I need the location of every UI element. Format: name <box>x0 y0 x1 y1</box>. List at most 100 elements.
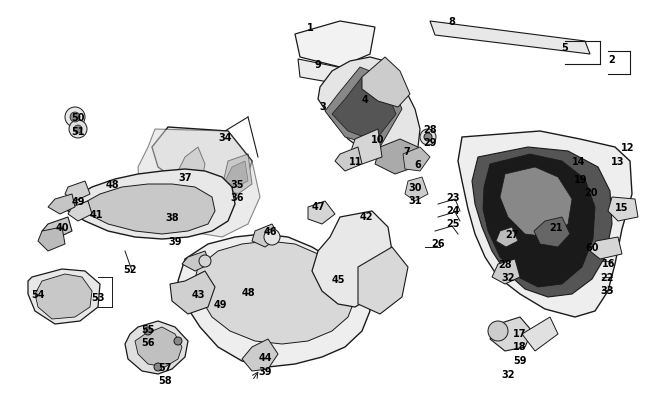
Text: 8: 8 <box>448 17 456 27</box>
Polygon shape <box>403 148 430 172</box>
Circle shape <box>154 363 162 371</box>
Circle shape <box>264 230 280 245</box>
Text: 1: 1 <box>307 23 313 33</box>
Text: 18: 18 <box>514 341 526 351</box>
Text: 26: 26 <box>431 239 445 248</box>
Polygon shape <box>325 68 402 148</box>
Polygon shape <box>168 207 195 230</box>
Circle shape <box>174 337 182 345</box>
Circle shape <box>65 108 85 128</box>
Polygon shape <box>42 217 72 239</box>
Circle shape <box>199 256 211 267</box>
Polygon shape <box>295 22 375 68</box>
Text: 35: 35 <box>230 179 244 190</box>
Text: 51: 51 <box>72 127 84 136</box>
Circle shape <box>488 321 508 341</box>
Text: 47: 47 <box>311 202 325 211</box>
Polygon shape <box>522 317 558 351</box>
Polygon shape <box>496 228 518 247</box>
Polygon shape <box>82 185 215 234</box>
Polygon shape <box>332 78 396 142</box>
Text: 19: 19 <box>574 175 588 185</box>
Polygon shape <box>483 155 595 287</box>
Text: 23: 23 <box>447 192 460 202</box>
Polygon shape <box>590 237 622 259</box>
Text: 12: 12 <box>621 143 635 153</box>
Polygon shape <box>195 241 355 344</box>
Text: 33: 33 <box>600 285 614 295</box>
Text: 53: 53 <box>91 292 105 302</box>
Polygon shape <box>170 271 215 314</box>
Polygon shape <box>138 130 260 237</box>
Text: 49: 49 <box>72 196 84 207</box>
Polygon shape <box>375 140 418 175</box>
Text: 21: 21 <box>549 222 563 232</box>
Polygon shape <box>152 128 252 192</box>
Polygon shape <box>358 247 408 314</box>
Text: 31: 31 <box>408 196 422 205</box>
Polygon shape <box>350 130 382 164</box>
Text: 37: 37 <box>178 173 192 183</box>
Text: 58: 58 <box>158 375 172 385</box>
Text: 39: 39 <box>258 366 272 376</box>
Text: 50: 50 <box>72 113 84 123</box>
Text: 39: 39 <box>168 237 182 246</box>
Polygon shape <box>175 148 205 192</box>
Polygon shape <box>68 170 235 239</box>
Text: 52: 52 <box>124 264 136 274</box>
Polygon shape <box>298 60 340 85</box>
Text: 43: 43 <box>191 289 205 299</box>
Polygon shape <box>65 181 90 202</box>
Text: 15: 15 <box>616 202 629 213</box>
Polygon shape <box>362 58 410 108</box>
Circle shape <box>74 126 82 134</box>
Text: 38: 38 <box>165 213 179 222</box>
Polygon shape <box>28 269 100 324</box>
Polygon shape <box>458 132 632 317</box>
Text: 16: 16 <box>603 258 616 269</box>
Polygon shape <box>68 202 92 222</box>
Text: 34: 34 <box>218 133 232 143</box>
Polygon shape <box>125 321 188 374</box>
Polygon shape <box>534 217 570 247</box>
Text: 44: 44 <box>258 352 272 362</box>
Text: 41: 41 <box>89 209 103 220</box>
Text: 10: 10 <box>371 135 385 145</box>
Text: 30: 30 <box>408 183 422 192</box>
Polygon shape <box>252 224 280 247</box>
Circle shape <box>424 134 432 142</box>
Text: 48: 48 <box>241 287 255 297</box>
Text: 3: 3 <box>320 102 326 112</box>
Polygon shape <box>135 327 182 367</box>
Text: 20: 20 <box>584 188 598 198</box>
Polygon shape <box>335 148 362 172</box>
Text: 22: 22 <box>600 272 614 282</box>
Polygon shape <box>318 58 420 162</box>
Circle shape <box>70 113 80 123</box>
Polygon shape <box>225 162 248 188</box>
Text: 24: 24 <box>447 205 460 215</box>
Text: 40: 40 <box>55 222 69 232</box>
Polygon shape <box>492 259 520 284</box>
Text: 54: 54 <box>31 289 45 299</box>
Circle shape <box>144 327 152 335</box>
Polygon shape <box>242 339 278 371</box>
Text: 28: 28 <box>498 259 512 269</box>
Polygon shape <box>182 252 210 271</box>
Text: 42: 42 <box>359 211 372 222</box>
Text: 29: 29 <box>423 138 437 148</box>
Text: 46: 46 <box>263 226 277 237</box>
Text: 49: 49 <box>213 299 227 309</box>
Polygon shape <box>35 274 92 319</box>
Polygon shape <box>490 317 532 351</box>
Text: 9: 9 <box>315 60 321 70</box>
Text: 13: 13 <box>611 157 625 166</box>
Text: 56: 56 <box>141 337 155 347</box>
Polygon shape <box>312 211 392 307</box>
Text: 59: 59 <box>514 355 526 365</box>
Polygon shape <box>500 168 572 237</box>
Text: 25: 25 <box>447 218 460 228</box>
Polygon shape <box>608 198 638 222</box>
Text: 27: 27 <box>505 230 519 239</box>
Text: 5: 5 <box>562 43 568 53</box>
